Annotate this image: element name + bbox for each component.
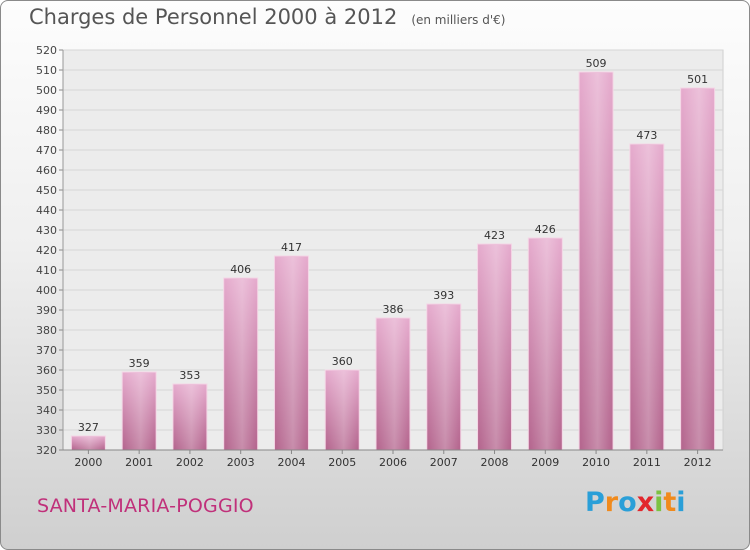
x-tick-label: 2009 xyxy=(531,456,559,469)
logo-letter: P xyxy=(585,487,605,518)
x-tick-label: 2003 xyxy=(227,456,255,469)
y-tick-label: 350 xyxy=(36,384,57,397)
logo-letter: x xyxy=(636,487,655,518)
data-label: 406 xyxy=(230,263,251,276)
x-tick-label: 2007 xyxy=(430,456,458,469)
y-tick-label: 380 xyxy=(36,324,57,337)
x-tick-label: 2004 xyxy=(277,456,305,469)
x-tick-label: 2006 xyxy=(379,456,407,469)
bar-highlight xyxy=(378,319,408,450)
y-tick-label: 480 xyxy=(36,124,57,137)
y-tick-label: 330 xyxy=(36,424,57,437)
bar-highlight xyxy=(631,145,662,450)
data-label: 423 xyxy=(484,229,505,242)
y-tick-label: 510 xyxy=(36,64,57,77)
y-tick-label: 360 xyxy=(36,364,57,377)
proxiti-logo: Proxiti xyxy=(585,487,686,518)
y-tick-label: 520 xyxy=(36,44,57,57)
y-tick-label: 340 xyxy=(36,404,57,417)
x-tick-label: 2012 xyxy=(684,456,712,469)
y-axis: 320 330 340 350 360 370 380 390 400 410 420 430 440 4… xyxy=(36,44,64,457)
y-tick-label: 320 xyxy=(36,444,57,457)
data-label: 417 xyxy=(281,241,302,254)
x-tick-label: 2000 xyxy=(74,456,102,469)
data-label: 426 xyxy=(535,223,556,236)
y-tick-label: 430 xyxy=(36,224,57,237)
y-tick-label: 420 xyxy=(36,244,57,257)
y-tick-label: 390 xyxy=(36,304,57,317)
data-label: 386 xyxy=(383,303,404,316)
bar-highlight xyxy=(225,279,256,450)
y-tick-label: 490 xyxy=(36,104,57,117)
data-label: 501 xyxy=(687,73,708,86)
chart-title-text: Charges de Personnel 2000 à 2012 xyxy=(29,5,398,29)
chart-title: Charges de Personnel 2000 à 2012 (en mill… xyxy=(29,5,505,29)
data-label: 359 xyxy=(129,357,150,370)
logo-letter: i xyxy=(676,487,686,518)
data-label: 353 xyxy=(179,369,200,382)
x-tick-label: 2002 xyxy=(176,456,204,469)
bar-highlight xyxy=(276,257,307,450)
data-label: 360 xyxy=(332,355,353,368)
data-label: 473 xyxy=(636,129,657,142)
data-label: 509 xyxy=(586,57,607,70)
bar-highlight xyxy=(581,73,612,450)
logo-letter: i xyxy=(654,487,664,518)
bar-highlight xyxy=(124,373,155,450)
data-label: 393 xyxy=(433,289,454,302)
x-tick-label: 2001 xyxy=(125,456,153,469)
data-labels: 327 359 353 406 417 360 386 393 423 426 509 473 501 xyxy=(78,57,708,434)
x-tick-label: 2010 xyxy=(582,456,610,469)
logo-letter: o xyxy=(618,487,637,518)
commune-name: SANTA-MARIA-POGGIO xyxy=(37,495,254,517)
y-tick-label: 470 xyxy=(36,144,57,157)
y-tick-label: 450 xyxy=(36,184,57,197)
y-tick-label: 500 xyxy=(36,84,57,97)
logo-letter: t xyxy=(663,487,677,518)
data-label: 327 xyxy=(78,421,99,434)
bar-highlight xyxy=(327,371,358,450)
bar-highlight xyxy=(73,437,104,450)
y-tick-label: 400 xyxy=(36,284,57,297)
x-tick-label: 2005 xyxy=(328,456,356,469)
x-tick-label: 2011 xyxy=(633,456,661,469)
bar-highlight xyxy=(682,89,713,450)
y-tick-label: 440 xyxy=(36,204,57,217)
bar-highlight xyxy=(530,239,561,450)
bar-highlight xyxy=(479,245,510,450)
logo-letter: r xyxy=(604,487,619,518)
x-axis: 2000 2001 2002 2003 2004 2005 2006 2007 2008 2009… xyxy=(63,449,723,469)
bar-highlight xyxy=(174,385,205,450)
y-tick-label: 410 xyxy=(36,264,57,277)
y-tick-label: 370 xyxy=(36,344,57,357)
bar-highlight xyxy=(428,305,459,450)
y-tick-label: 460 xyxy=(36,164,57,177)
x-tick-label: 2008 xyxy=(481,456,509,469)
unit-note: (en milliers d'€) xyxy=(411,13,506,27)
